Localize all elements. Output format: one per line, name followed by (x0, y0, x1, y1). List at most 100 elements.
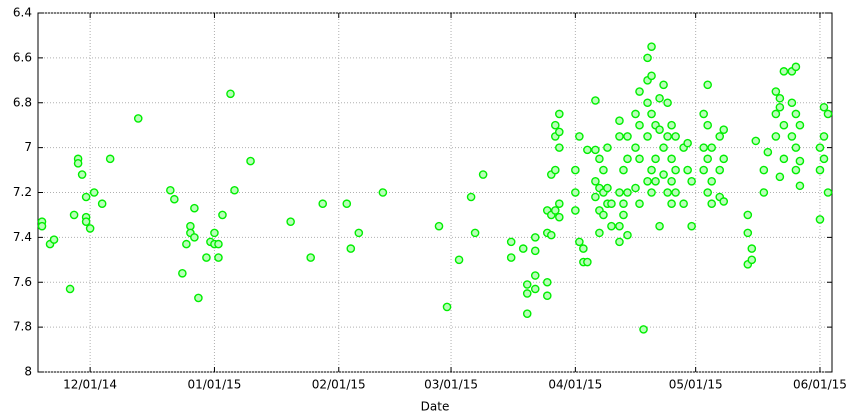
data-point (655, 221, 664, 231)
data-point (583, 145, 592, 155)
x-tick-label: 05/01/15 (669, 378, 723, 392)
data-point (671, 188, 680, 197)
data-point (579, 244, 588, 253)
data-point (85, 224, 95, 233)
data-point (591, 192, 600, 202)
y-tick-label: 6.4 (13, 6, 32, 20)
data-point (170, 194, 179, 204)
data-point (635, 154, 644, 164)
data-point (619, 199, 628, 209)
y-tick-label: 8 (24, 365, 32, 379)
x-tick-label: 04/01/15 (548, 378, 602, 392)
data-point (603, 143, 612, 152)
data-point (743, 228, 753, 238)
data-point (703, 80, 712, 90)
data-point (655, 125, 664, 134)
data-point (65, 284, 75, 294)
y-tick-label: 7 (24, 140, 32, 154)
data-point (603, 183, 612, 193)
data-point (506, 237, 516, 247)
data-point (555, 143, 564, 152)
data-point (346, 244, 356, 253)
data-point (663, 188, 672, 197)
data-point (759, 165, 769, 175)
data-point (651, 176, 660, 186)
data-point (571, 165, 580, 175)
data-point (719, 197, 729, 206)
data-point (747, 255, 757, 265)
data-point (667, 120, 676, 130)
data-point (599, 165, 608, 175)
y-tick-label: 7.2 (13, 185, 32, 199)
data-point (97, 199, 107, 209)
data-point (583, 257, 592, 267)
data-point (190, 233, 199, 242)
data-point (81, 192, 91, 202)
data-point (715, 132, 725, 141)
data-point (683, 165, 692, 175)
data-point (607, 199, 616, 209)
data-point (647, 188, 656, 197)
data-point (647, 42, 656, 51)
data-point (647, 71, 656, 81)
data-point (787, 132, 797, 141)
data-point (210, 228, 219, 238)
data-point (555, 127, 564, 137)
data-point (555, 199, 564, 209)
data-point (571, 206, 580, 215)
y-tick-label: 7.6 (13, 275, 32, 289)
x-tick-label: 03/01/15 (424, 378, 478, 392)
x-axis-label: Date (421, 400, 450, 414)
data-point (306, 253, 315, 262)
data-point (37, 221, 47, 231)
data-point (506, 253, 516, 262)
data-point (791, 109, 801, 119)
data-point (599, 210, 608, 220)
data-point (591, 96, 600, 105)
data-point (663, 98, 672, 108)
data-point (214, 253, 223, 262)
data-point (623, 132, 632, 141)
data-point (699, 109, 708, 119)
data-point (466, 192, 476, 202)
data-point (819, 154, 829, 164)
data-point (715, 165, 725, 175)
data-point (571, 188, 580, 197)
data-point (522, 280, 532, 289)
x-tick-label: 01/01/15 (187, 378, 241, 392)
data-point (815, 143, 825, 152)
data-point (166, 185, 175, 195)
x-tick-label: 06/01/15 (793, 378, 847, 392)
data-point (699, 165, 708, 175)
data-point (555, 109, 564, 119)
data-point (591, 176, 600, 186)
data-point (779, 154, 789, 164)
data-point (815, 215, 825, 224)
data-point (378, 188, 388, 197)
data-point (823, 109, 833, 119)
data-point (655, 93, 664, 103)
data-point (615, 237, 624, 247)
data-point (246, 156, 255, 166)
data-point (77, 170, 87, 179)
data-point (522, 289, 532, 298)
data-point (49, 235, 59, 244)
data-point (615, 132, 624, 141)
data-point (643, 132, 652, 141)
data-point (819, 132, 829, 141)
data-point (659, 170, 668, 179)
data-point (779, 67, 789, 76)
data-point (182, 239, 191, 249)
data-point (647, 165, 656, 175)
data-point (190, 203, 199, 213)
data-point (530, 233, 540, 242)
data-point (518, 244, 528, 253)
data-point (434, 221, 444, 231)
data-point (719, 154, 729, 164)
data-point (551, 206, 560, 215)
data-point (683, 138, 692, 148)
data-point (635, 199, 644, 209)
data-point (555, 212, 564, 222)
data-point (699, 143, 708, 152)
data-point (551, 120, 560, 130)
